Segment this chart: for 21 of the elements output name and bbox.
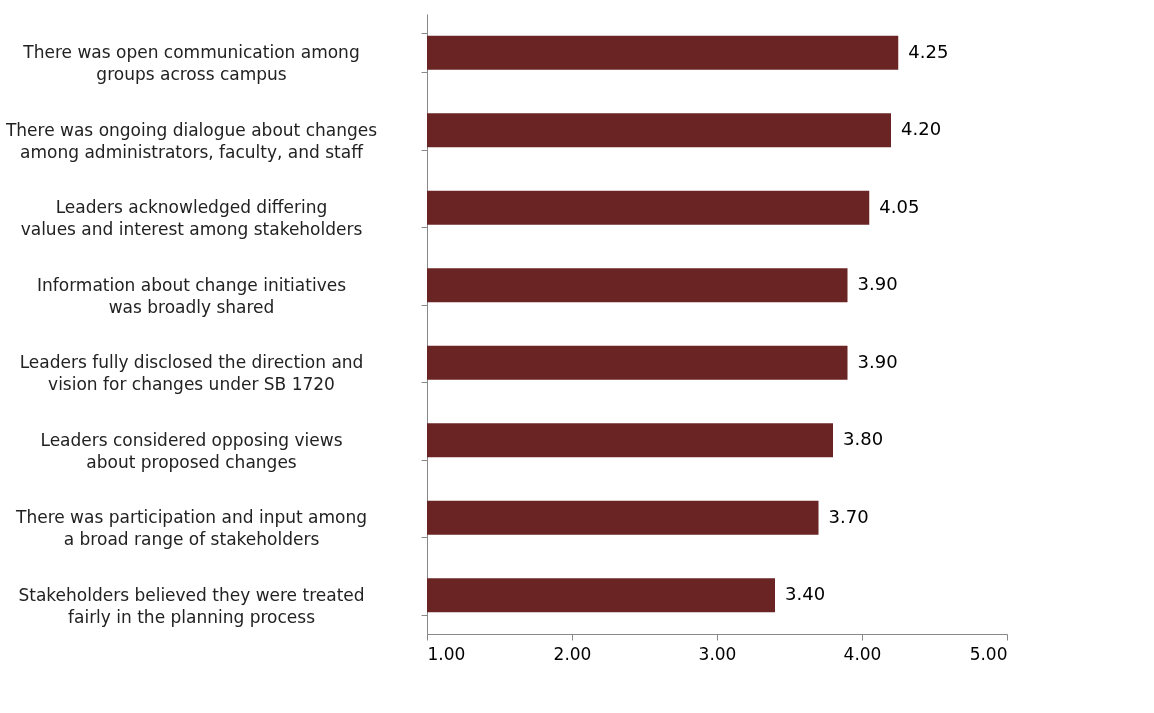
y-tick-label: Information about change initiatives was broadly shared xyxy=(36,274,347,317)
y-tick-label: There was open communication among groups across campus xyxy=(22,42,360,85)
data-label: 4.25 xyxy=(908,40,949,62)
x-tick-label: 1.00 xyxy=(427,643,466,664)
data-label: 3.90 xyxy=(857,273,898,295)
data-label: 4.20 xyxy=(901,118,942,140)
y-tick-label: Leaders fully disclosed the direction and vision for changes under SB 1720 xyxy=(19,352,364,395)
y-tick-label: Leaders considered opposing views about proposed changes xyxy=(40,429,343,472)
x-tick-label: 2.00 xyxy=(553,643,592,664)
data-label: 3.70 xyxy=(828,505,869,527)
x-tick-label: 3.00 xyxy=(698,643,737,664)
data-label: 3.80 xyxy=(843,428,884,450)
y-tick-label: There was ongoing dialogue about changes among administrators, faculty, and staff xyxy=(4,119,378,162)
x-tick-label: 4.00 xyxy=(843,643,882,664)
data-label: 3.90 xyxy=(857,350,898,372)
data-label: 4.05 xyxy=(879,195,920,217)
y-tick-label: Stakeholders believed they were treated fairly in the planning process xyxy=(18,584,365,627)
data-label: 3.40 xyxy=(785,583,826,605)
y-tick-label: Leaders acknowledged differing values and interest among stakeholders xyxy=(20,197,363,240)
x-tick-label: 5.00 xyxy=(969,643,1008,664)
y-tick-label: There was participation and input among a broad range of stakeholders xyxy=(15,507,367,550)
